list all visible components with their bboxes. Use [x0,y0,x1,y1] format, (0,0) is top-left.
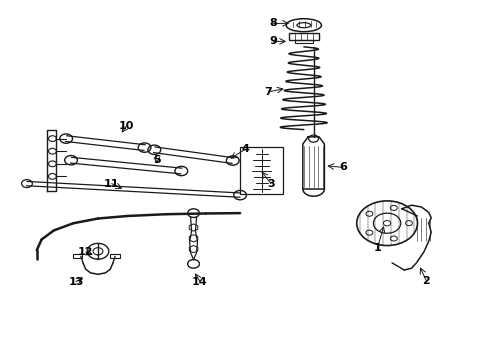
Text: 8: 8 [270,18,277,28]
Bar [73,254,82,258]
Text: 2: 2 [422,276,430,286]
Bar [289,33,318,40]
Text: 12: 12 [78,247,94,257]
Text: 7: 7 [265,87,272,97]
Text: 11: 11 [104,179,120,189]
Text: 10: 10 [119,121,134,131]
Text: 14: 14 [192,276,208,287]
Text: 9: 9 [270,36,277,46]
Text: 4: 4 [241,144,249,154]
Text: 13: 13 [68,276,84,287]
Bar [240,147,283,194]
Bar [295,40,313,43]
Bar [110,254,120,258]
Text: 1: 1 [373,243,381,253]
Text: 3: 3 [267,179,275,189]
Text: 6: 6 [339,162,347,172]
Text: 5: 5 [153,155,161,165]
